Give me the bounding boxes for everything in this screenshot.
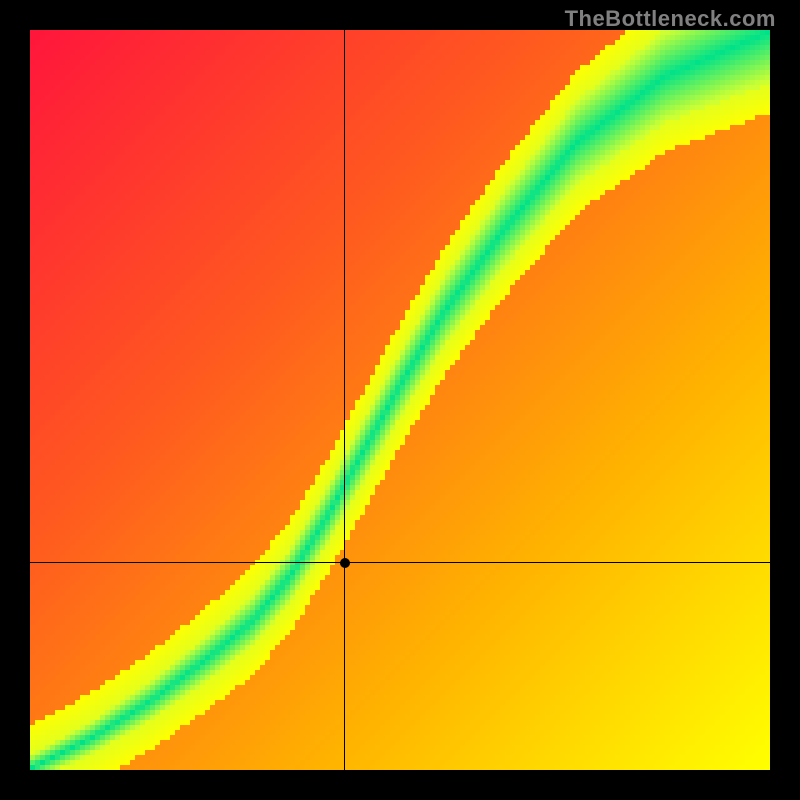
heatmap-canvas (30, 30, 770, 770)
selected-point-marker (340, 558, 350, 568)
crosshair-vertical (344, 30, 345, 770)
crosshair-horizontal (30, 562, 770, 563)
plot-frame (30, 30, 770, 770)
chart-container: TheBottleneck.com (0, 0, 800, 800)
watermark-text: TheBottleneck.com (565, 6, 776, 32)
